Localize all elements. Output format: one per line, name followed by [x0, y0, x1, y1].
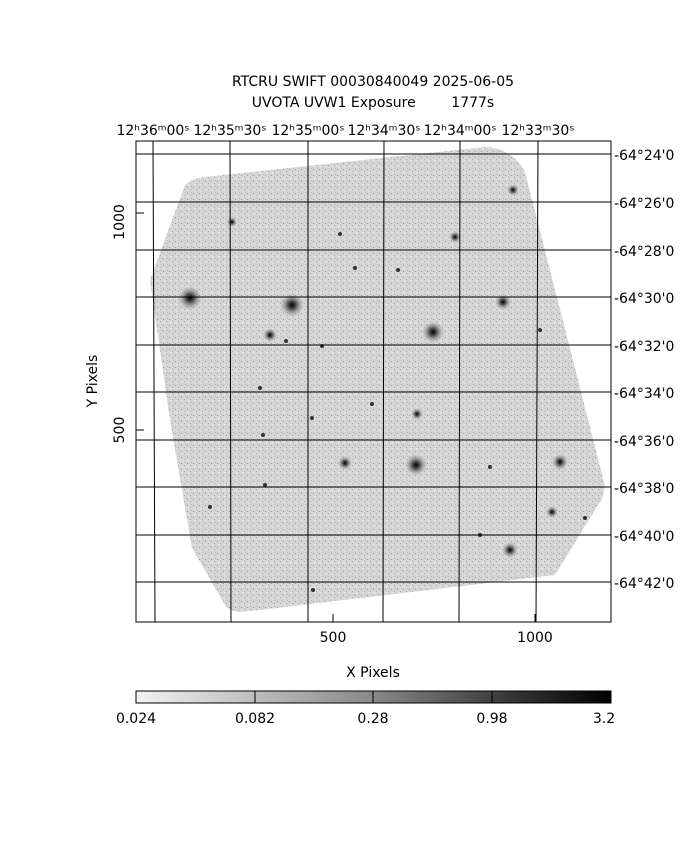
colorbar-label: 0.082	[235, 711, 275, 727]
dec-tick-label: -64°32'0	[614, 339, 674, 355]
dec-tick-label: -64°42'0	[614, 576, 674, 592]
dec-labels: -64°24'0 -64°26'0 -64°28'0 -64°30'0 -64°…	[614, 148, 674, 592]
y-tick-label: 500	[112, 417, 128, 444]
ra-tick-label: 12ʰ35ᵐ30ˢ	[193, 123, 266, 139]
y-tick-label: 1000	[112, 204, 128, 240]
colorbar-label: 0.98	[476, 711, 507, 727]
dec-tick-label: -64°26'0	[614, 196, 674, 212]
colorbar-label: 0.28	[357, 711, 388, 727]
colorbar-label: 3.2	[593, 711, 615, 727]
x-tick-label: 500	[320, 630, 347, 646]
ra-tick-label: 12ʰ34ᵐ30ˢ	[347, 123, 420, 139]
ra-labels: 12ʰ36ᵐ00ˢ 12ʰ35ᵐ30ˢ 12ʰ35ᵐ00ˢ 12ʰ34ᵐ30ˢ …	[116, 123, 574, 139]
dec-tick-label: -64°24'0	[614, 148, 674, 164]
ra-tick-label: 12ʰ33ᵐ30ˢ	[501, 123, 574, 139]
exposure-image	[150, 147, 605, 612]
x-tick-label: 1000	[517, 630, 553, 646]
dec-tick-label: -64°28'0	[614, 244, 674, 260]
colorbar-ticks	[254, 691, 493, 703]
dec-tick-label: -64°36'0	[614, 434, 674, 450]
title: RTCRU SWIFT 00030840049 2025-06-05	[232, 74, 514, 90]
subtitle: UVOTA UVW1 Exposure 1777s	[252, 95, 494, 111]
dec-tick-label: -64°40'0	[614, 529, 674, 545]
ra-tick-label: 12ʰ36ᵐ00ˢ	[116, 123, 189, 139]
coordinate-grid	[135, 140, 612, 623]
ra-tick-label: 12ʰ34ᵐ00ˢ	[423, 123, 496, 139]
faint-sources	[208, 232, 587, 592]
dec-tick-label: -64°30'0	[614, 291, 674, 307]
x-axis-label: X Pixels	[346, 665, 400, 681]
y-axis-label: Y Pixels	[85, 355, 101, 409]
ra-tick-label: 12ʰ35ᵐ00ˢ	[271, 123, 344, 139]
sources	[178, 184, 568, 558]
dec-tick-label: -64°38'0	[614, 481, 674, 497]
colorbar-label: 0.024	[116, 711, 156, 727]
dec-tick-label: -64°34'0	[614, 386, 674, 402]
